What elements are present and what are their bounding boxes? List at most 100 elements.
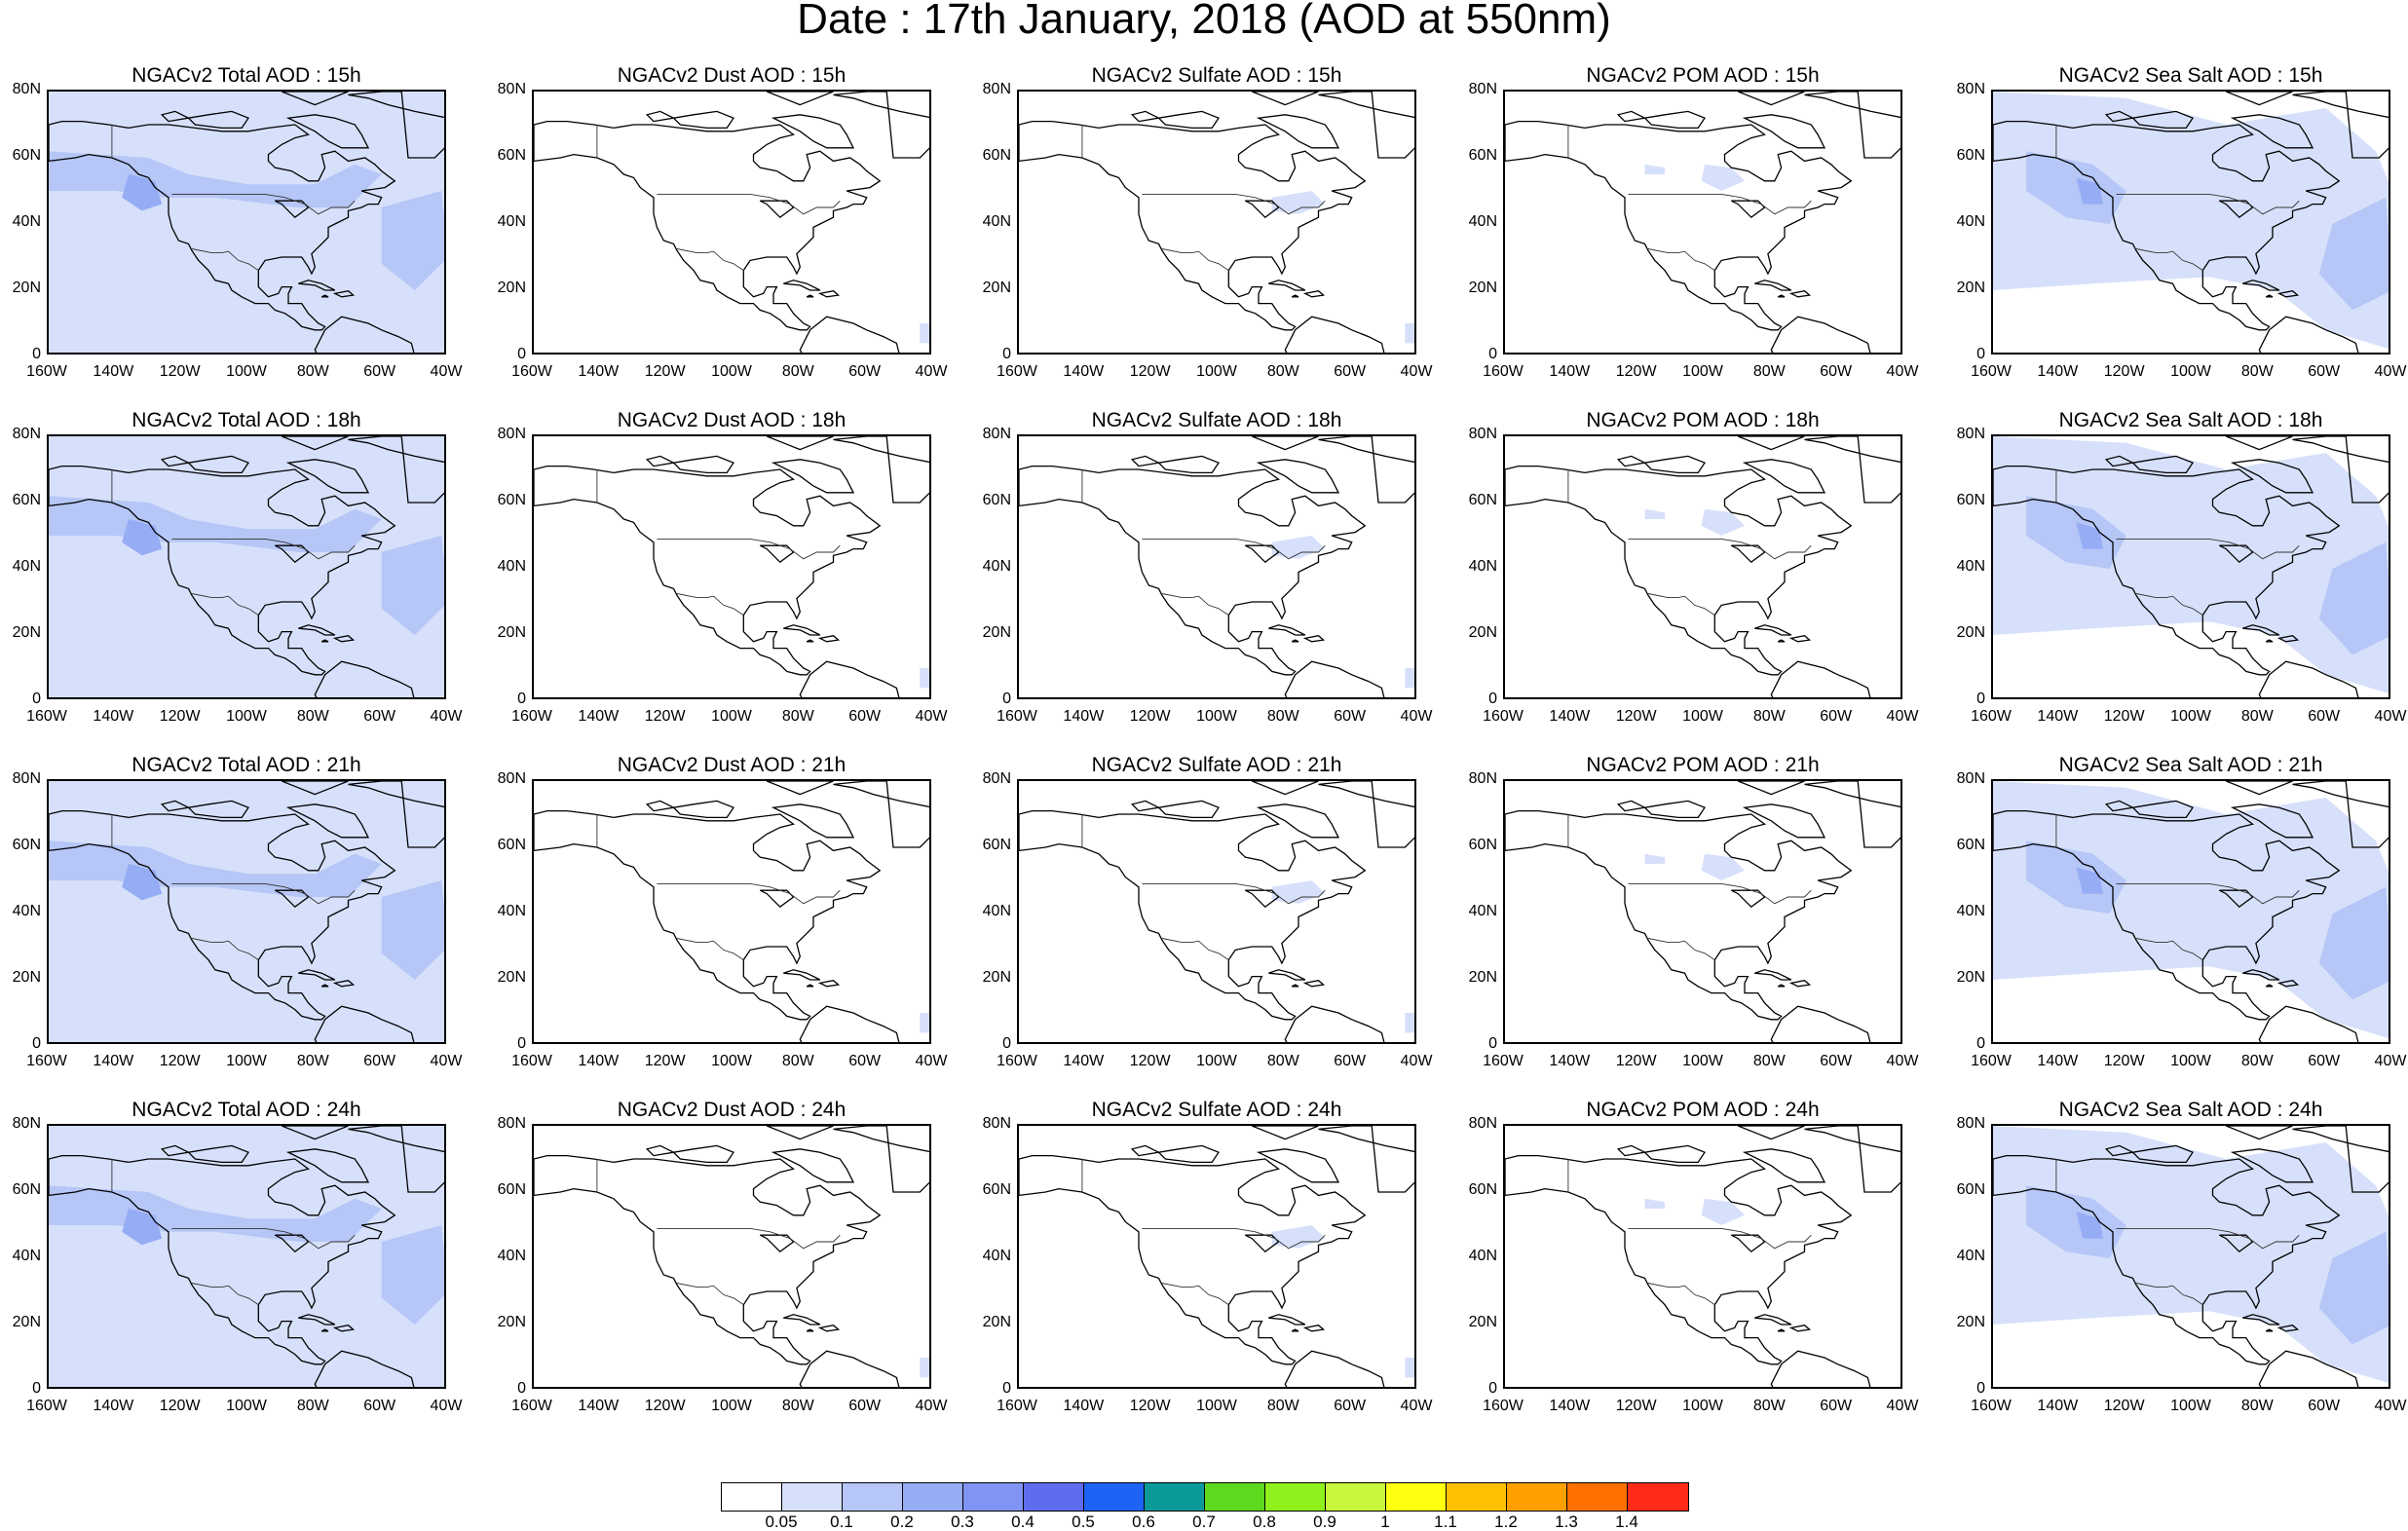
- coastline: [2219, 544, 2254, 564]
- lon-tick-label: 60W: [363, 363, 396, 380]
- map-panel-sea-salt-18h: NGACv2 Sea Salt AOD : 18h 80N 60N 40N 20N 0 16…: [1957, 407, 2407, 730]
- colorbar-label: 1.2: [1494, 1512, 1518, 1531]
- colorbar-label: 0.9: [1313, 1512, 1336, 1531]
- lat-tick-label: 40N: [1956, 903, 1985, 919]
- lon-tick-label: 40W: [1886, 1398, 1919, 1414]
- lon-tick-label: 120W: [1615, 708, 1657, 725]
- coastline: [1731, 889, 1766, 909]
- coastline: [298, 280, 336, 291]
- lon-tick-label: 140W: [1549, 708, 1591, 725]
- lon-tick-label: 40W: [1400, 363, 1433, 380]
- coastline: [1268, 969, 1306, 981]
- panel-title: NGACv2 Total AOD : 18h: [132, 409, 361, 431]
- coastline: [2292, 781, 2389, 848]
- map-svg: [1019, 1126, 1414, 1387]
- coastline: [2242, 624, 2280, 636]
- lon-tick-label: 160W: [1971, 363, 2012, 380]
- coastline: [281, 92, 349, 106]
- lon-tick-label: 120W: [644, 708, 686, 725]
- lat-tick-label: 80N: [497, 426, 526, 442]
- coastline: [160, 800, 191, 812]
- lon-tick-label: 80W: [2240, 1398, 2274, 1414]
- aod-shading-light: [1701, 164, 1745, 191]
- lon-tick-label: 100W: [711, 708, 752, 725]
- coastline: [2225, 436, 2293, 451]
- map-plot-area: [532, 90, 931, 355]
- aod-shading-medium: [49, 496, 382, 552]
- aod-shading-medium: [49, 1185, 382, 1242]
- lat-tick-label: 0: [517, 1380, 526, 1397]
- map-svg: [1505, 781, 1900, 1042]
- coastline: [1291, 639, 1299, 643]
- coastline: [1256, 114, 1340, 149]
- country-border: [657, 193, 841, 215]
- colorbar-swatch: [1507, 1483, 1567, 1511]
- coastline: [281, 436, 349, 451]
- coastline: [49, 120, 396, 331]
- coastline: [1788, 980, 1812, 988]
- lon-tick-label: 160W: [26, 1398, 67, 1414]
- lon-tick-label: 60W: [1820, 363, 1853, 380]
- country-border: [191, 248, 259, 271]
- map-plot-area: [1503, 779, 1902, 1044]
- coastline: [760, 1234, 795, 1253]
- coastline: [1993, 120, 2341, 331]
- country-border: [1161, 938, 1229, 960]
- aod-shading-medium: [2318, 1231, 2389, 1345]
- coastline: [1505, 1154, 1853, 1365]
- lon-tick-label: 120W: [1129, 1398, 1171, 1414]
- aod-shading-light: [1993, 92, 2389, 350]
- map-plot-area: [532, 779, 931, 1044]
- lat-tick-label: 40N: [1956, 213, 1985, 230]
- lon-tick-label: 140W: [93, 1398, 134, 1414]
- lat-tick-label: 80N: [1468, 770, 1497, 787]
- lat-tick-label: 0: [517, 346, 526, 362]
- aod-shading-light: [920, 668, 929, 689]
- coastline: [799, 1005, 900, 1042]
- lat-tick-label: 40N: [1468, 903, 1497, 919]
- map-panel-pom-24h: NGACv2 POM AOD : 24h 80N 60N 40N 20N 0 160W 140…: [1469, 1097, 1919, 1420]
- map-plot-area: [1991, 1124, 2390, 1389]
- country-border: [191, 1283, 259, 1305]
- aod-shading-dark: [2076, 867, 2103, 894]
- lat-tick-label: 60N: [12, 1181, 41, 1198]
- lat-tick-label: 80N: [12, 1115, 41, 1132]
- aod-shading-light: [49, 436, 444, 697]
- aod-shading-medium: [381, 191, 444, 290]
- lat-tick-label: 20N: [1468, 280, 1497, 296]
- coastline: [1742, 114, 1826, 149]
- country-border: [657, 1227, 841, 1250]
- lon-tick-label: 140W: [1063, 1053, 1105, 1069]
- coastline: [1318, 781, 1414, 848]
- coastline: [1505, 465, 1853, 676]
- lon-tick-label: 140W: [2037, 708, 2079, 725]
- coastline: [1019, 120, 1367, 331]
- lon-tick-label: 120W: [2103, 1398, 2145, 1414]
- lon-tick-label: 80W: [1752, 1053, 1786, 1069]
- map-svg: [1019, 436, 1414, 697]
- panel-title: NGACv2 Sea Salt AOD : 15h: [2058, 64, 2323, 87]
- panel-title: NGACv2 Dust AOD : 21h: [617, 754, 847, 776]
- lon-tick-label: 80W: [1266, 1053, 1299, 1069]
- map-panel-dust-21h: NGACv2 Dust AOD : 21h 80N 60N 40N 20N 0 160W 14…: [498, 752, 948, 1075]
- coastline: [1788, 635, 1812, 643]
- panel-title: NGACv2 POM AOD : 15h: [1586, 64, 1820, 87]
- lon-tick-label: 100W: [1196, 1398, 1237, 1414]
- coastline: [314, 1005, 415, 1042]
- coastline: [2276, 635, 2300, 643]
- country-border: [2116, 882, 2300, 905]
- aod-shading-light: [1644, 853, 1665, 864]
- coastline: [2225, 781, 2293, 796]
- colorbar-label: 1: [1380, 1512, 1390, 1531]
- colorbar-swatch: [722, 1483, 782, 1511]
- coastline: [1804, 781, 1900, 848]
- coastline: [771, 803, 855, 839]
- lat-tick-label: 20N: [497, 969, 526, 986]
- coastline: [1804, 436, 1900, 504]
- country-border: [191, 938, 259, 960]
- aod-shading-light: [1405, 1358, 1414, 1378]
- lon-tick-label: 140W: [2037, 1398, 2079, 1414]
- lon-tick-label: 160W: [997, 708, 1037, 725]
- lon-tick-label: 100W: [226, 708, 267, 725]
- lon-tick-label: 140W: [1063, 363, 1105, 380]
